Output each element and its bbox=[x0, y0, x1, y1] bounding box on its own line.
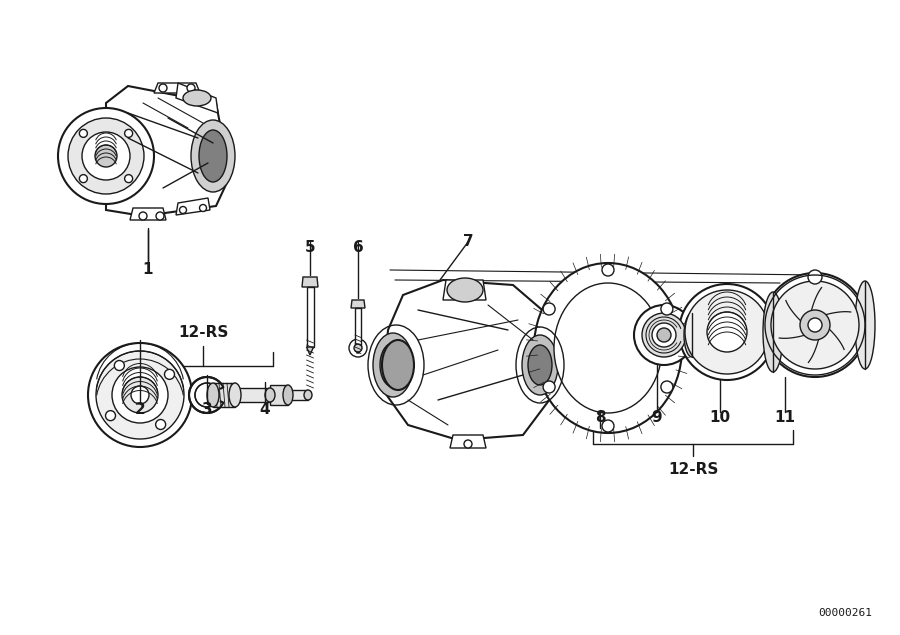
Text: 2: 2 bbox=[135, 403, 146, 417]
Bar bbox=[213, 383, 235, 407]
Polygon shape bbox=[450, 435, 486, 448]
Circle shape bbox=[642, 313, 686, 357]
Circle shape bbox=[354, 344, 362, 352]
Circle shape bbox=[88, 343, 192, 447]
Ellipse shape bbox=[447, 278, 483, 302]
Ellipse shape bbox=[382, 340, 414, 390]
Text: 9: 9 bbox=[652, 410, 662, 425]
Circle shape bbox=[131, 386, 149, 404]
Text: 7: 7 bbox=[463, 234, 473, 250]
Circle shape bbox=[543, 303, 555, 315]
Ellipse shape bbox=[528, 345, 552, 385]
Ellipse shape bbox=[763, 292, 783, 372]
Ellipse shape bbox=[554, 283, 662, 413]
Ellipse shape bbox=[229, 383, 241, 407]
Text: 5: 5 bbox=[305, 241, 315, 255]
Ellipse shape bbox=[304, 390, 312, 400]
Circle shape bbox=[79, 130, 87, 137]
Text: 4: 4 bbox=[260, 403, 270, 417]
Ellipse shape bbox=[199, 130, 227, 182]
Ellipse shape bbox=[265, 388, 275, 402]
Circle shape bbox=[349, 339, 367, 357]
Circle shape bbox=[82, 132, 130, 180]
Polygon shape bbox=[307, 347, 313, 355]
Circle shape bbox=[96, 351, 184, 439]
Polygon shape bbox=[302, 277, 318, 287]
Polygon shape bbox=[176, 198, 210, 215]
Circle shape bbox=[187, 84, 195, 92]
Circle shape bbox=[657, 328, 671, 342]
Text: 8: 8 bbox=[595, 410, 606, 425]
Bar bbox=[307, 287, 313, 347]
Circle shape bbox=[661, 303, 673, 315]
Circle shape bbox=[543, 381, 555, 393]
Text: 11: 11 bbox=[775, 410, 796, 425]
Circle shape bbox=[195, 383, 219, 407]
Ellipse shape bbox=[534, 263, 682, 433]
Text: 12-RS: 12-RS bbox=[668, 462, 718, 477]
Circle shape bbox=[464, 440, 472, 448]
Polygon shape bbox=[154, 83, 200, 93]
Polygon shape bbox=[351, 300, 365, 308]
Ellipse shape bbox=[183, 90, 211, 106]
Circle shape bbox=[165, 370, 175, 379]
Bar bbox=[355, 308, 361, 348]
Circle shape bbox=[200, 204, 206, 211]
Bar bbox=[270, 385, 288, 405]
Circle shape bbox=[808, 270, 822, 284]
Ellipse shape bbox=[855, 281, 875, 369]
Text: 10: 10 bbox=[709, 410, 731, 425]
Circle shape bbox=[159, 84, 167, 92]
Circle shape bbox=[139, 212, 147, 220]
Ellipse shape bbox=[380, 343, 406, 387]
Ellipse shape bbox=[283, 385, 293, 405]
Text: 6: 6 bbox=[353, 241, 364, 255]
Polygon shape bbox=[383, 280, 553, 440]
Circle shape bbox=[602, 264, 614, 276]
Circle shape bbox=[707, 312, 747, 352]
Text: 3: 3 bbox=[202, 403, 212, 417]
Polygon shape bbox=[106, 86, 230, 216]
Circle shape bbox=[156, 420, 166, 429]
Polygon shape bbox=[176, 83, 218, 113]
Text: 00000261: 00000261 bbox=[818, 608, 872, 618]
Circle shape bbox=[679, 284, 775, 380]
Polygon shape bbox=[443, 280, 486, 300]
Bar bbox=[288, 390, 308, 400]
Circle shape bbox=[189, 377, 225, 413]
Text: 12-RS: 12-RS bbox=[178, 325, 229, 340]
Circle shape bbox=[68, 118, 144, 194]
Ellipse shape bbox=[207, 383, 219, 407]
Circle shape bbox=[652, 323, 676, 347]
Polygon shape bbox=[355, 348, 361, 353]
Ellipse shape bbox=[522, 335, 558, 395]
Circle shape bbox=[661, 381, 673, 393]
Circle shape bbox=[58, 108, 154, 204]
Circle shape bbox=[771, 281, 859, 369]
Circle shape bbox=[808, 318, 822, 332]
Ellipse shape bbox=[191, 120, 235, 192]
Polygon shape bbox=[130, 208, 166, 220]
Ellipse shape bbox=[684, 313, 700, 357]
Circle shape bbox=[763, 273, 867, 377]
Circle shape bbox=[122, 377, 158, 413]
Text: 1: 1 bbox=[143, 262, 153, 277]
Circle shape bbox=[602, 420, 614, 432]
Circle shape bbox=[95, 145, 117, 167]
Circle shape bbox=[685, 290, 769, 374]
Circle shape bbox=[124, 130, 132, 137]
Circle shape bbox=[105, 411, 115, 420]
Circle shape bbox=[114, 361, 124, 370]
Circle shape bbox=[634, 305, 694, 365]
Circle shape bbox=[112, 367, 168, 423]
Circle shape bbox=[156, 212, 164, 220]
Ellipse shape bbox=[373, 333, 413, 397]
Circle shape bbox=[800, 310, 830, 340]
Bar bbox=[235, 388, 270, 402]
Circle shape bbox=[124, 175, 132, 183]
Circle shape bbox=[179, 206, 186, 213]
Circle shape bbox=[79, 175, 87, 183]
